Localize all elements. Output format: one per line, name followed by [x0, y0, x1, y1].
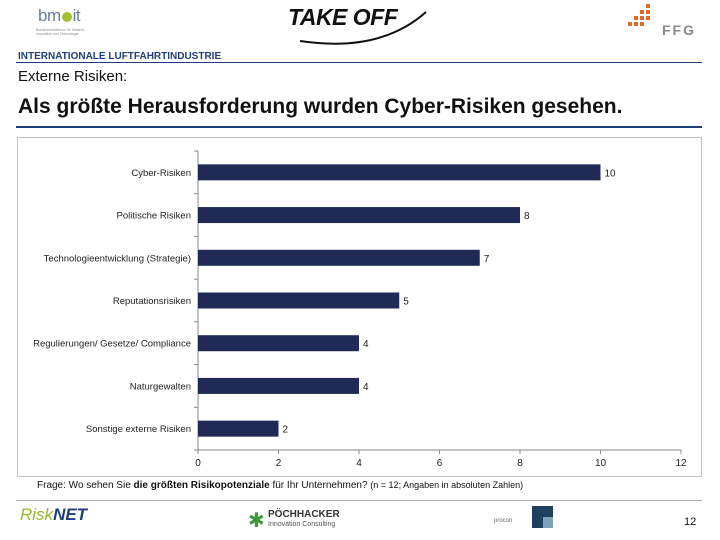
- procon-square-accent-icon: [543, 517, 553, 528]
- ffg-mark-icon: [628, 4, 650, 26]
- value-label: 10: [605, 168, 617, 179]
- category-label: Politische Risiken: [117, 211, 191, 222]
- page-number: 12: [684, 516, 697, 528]
- bmvit-subtext: Bundesministerium für Verkehr, Innovatio…: [36, 28, 85, 37]
- bar: [198, 335, 359, 352]
- title-divider: [16, 126, 702, 128]
- value-label: 4: [363, 339, 369, 350]
- category-label: Technologieentwicklung (Strategie): [44, 253, 191, 264]
- bar: [198, 292, 400, 309]
- chart-frame: [17, 137, 702, 477]
- organization-label: INTERNATIONALE LUFTFAHRTINDUSTRIE: [18, 51, 222, 62]
- value-label: 7: [484, 254, 490, 265]
- footer-divider: [16, 500, 702, 501]
- risknet-logo: RiskNET: [20, 505, 88, 524]
- value-label: 4: [363, 382, 369, 393]
- bar: [198, 164, 601, 181]
- header-divider: [16, 62, 702, 63]
- category-label: Cyber-Risiken: [131, 168, 191, 179]
- bar: [198, 377, 359, 394]
- survey-question: Frage: Wo sehen Sie die größten Risikopo…: [37, 480, 524, 491]
- x-tick-label: 12: [675, 458, 687, 469]
- x-tick-label: 10: [595, 458, 607, 469]
- ffg-logo: FFG: [662, 22, 696, 38]
- value-label: 5: [403, 297, 409, 308]
- x-tick-label: 4: [356, 458, 362, 469]
- category-label: Sonstige externe Risiken: [86, 424, 191, 435]
- x-tick-label: 6: [437, 458, 443, 469]
- bmvit-logo: bm it: [38, 6, 81, 25]
- poechhacker-star-icon: ✱: [248, 510, 265, 532]
- bar: [198, 249, 480, 266]
- procon-logo: procon: [494, 518, 513, 524]
- x-tick-label: 0: [195, 458, 201, 469]
- value-label: 2: [283, 425, 289, 436]
- bar: [198, 207, 520, 224]
- category-label: Reputationsrisiken: [113, 296, 191, 307]
- bmvit-dot-icon: [61, 11, 72, 22]
- bar: [198, 420, 279, 437]
- slide-headline: Als größte Herausforderung wurden Cyber-…: [18, 95, 623, 118]
- takeoff-swoosh-icon: [300, 11, 427, 45]
- value-label: 8: [524, 211, 530, 222]
- x-tick-label: 2: [276, 458, 282, 469]
- x-tick-label: 8: [517, 458, 523, 469]
- category-label: Naturgewalten: [130, 381, 191, 392]
- slide-subtitle: Externe Risiken:: [18, 68, 128, 85]
- category-label: Regulierungen/ Gesetze/ Compliance: [33, 339, 191, 350]
- poechhacker-logo: PÖCHHACKER: [268, 509, 340, 520]
- takeoff-logo: TAKE OFF: [288, 4, 398, 30]
- poechhacker-subtitle: Innovation Consulting: [268, 521, 336, 528]
